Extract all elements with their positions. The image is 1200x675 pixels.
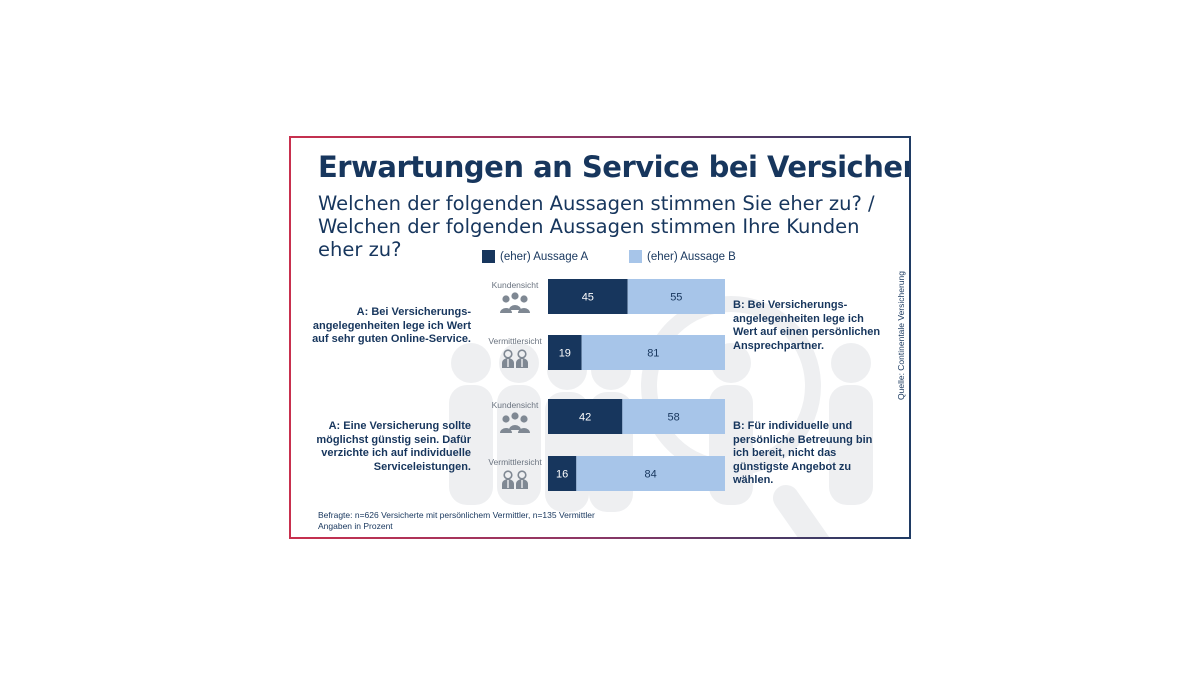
bars-layer: Kundensicht 45 55 Vermittlersicht 19 81 Kunden… (488, 279, 725, 491)
footnote-sample: Befragte: n=626 Versicherte mit persönli… (318, 510, 595, 520)
bar-segment-b (622, 399, 725, 434)
data-label-b: 58 (668, 412, 680, 424)
legend-swatch-a (482, 250, 495, 263)
bar-row: Vermittlersicht 19 81 (488, 335, 725, 370)
legend-swatch-b (629, 250, 642, 263)
bar-segment-a (548, 399, 623, 434)
row-label: Vermittlersicht (488, 457, 542, 467)
statement-1-b: B: Bei Versicherungs-angelegenheiten leg… (733, 299, 881, 352)
group-icon-body (518, 428, 530, 433)
row-label: Kundensicht (492, 400, 539, 410)
statement-2-a: A: Eine Versicherung sollte möglichst gü… (316, 420, 471, 473)
bg-person-body (449, 385, 493, 505)
bar-segment-a (548, 335, 582, 370)
bar-segment-b (627, 279, 725, 314)
bg-person-body (497, 385, 541, 505)
legend-label-b: (eher) Aussage B (647, 250, 736, 263)
row-label: Kundensicht (492, 280, 539, 290)
bar-segment-a (548, 456, 577, 491)
group-icon (500, 292, 530, 313)
group-icon-head (520, 295, 528, 303)
data-label-b: 55 (670, 292, 682, 304)
agents-icon-head (503, 470, 513, 480)
statement-2-b: B: Für individuelle und persönliche Betr… (733, 420, 873, 486)
agents-icon (502, 349, 528, 368)
group-icon-head (511, 292, 519, 300)
bg-magnifier-handle (773, 485, 830, 537)
chart-subtitle: Welchen der folgenden Aussagen stimmen S… (318, 192, 875, 261)
chart-card: Erwartungen an Service bei Versicherunge… (289, 136, 911, 539)
data-label-b: 81 (647, 348, 659, 360)
group-icon-body (518, 308, 530, 313)
group-icon-head (511, 412, 519, 420)
bar-segment-b (576, 456, 725, 491)
statement-1-a: A: Bei Versicherungs-angelegenheiten leg… (312, 306, 471, 345)
agents-icon (502, 470, 528, 489)
group-icon (500, 412, 530, 433)
agents-icon-head (517, 470, 527, 480)
bar-row: Kundensicht 42 58 (492, 399, 725, 434)
data-label-a: 19 (559, 348, 571, 360)
group-icon-body (509, 305, 521, 310)
legend-item-a: (eher) Aussage A (482, 250, 588, 263)
chart-plot: Kundensicht 45 55 Vermittlersicht 19 81 Kunden… (449, 279, 873, 537)
footnote: Befragte: n=626 Versicherte mit persönli… (318, 510, 595, 532)
data-label-b: 84 (645, 469, 657, 481)
data-label-a: 16 (556, 469, 568, 481)
bar-segment-b (581, 335, 725, 370)
bg-person-body (829, 385, 873, 505)
legend-label-a: (eher) Aussage A (500, 250, 589, 263)
group-icon-body (500, 308, 512, 313)
bar-segment-a (548, 279, 628, 314)
chart-title: Erwartungen an Service bei Versicherunge… (318, 150, 909, 184)
legend-item-b: (eher) Aussage B (629, 250, 736, 263)
group-icon-body (500, 428, 512, 433)
data-label-a: 45 (582, 292, 594, 304)
footnote-unit: Angaben in Prozent (318, 521, 393, 531)
group-icon-head (502, 415, 510, 423)
bar-row: Kundensicht 45 55 (492, 279, 725, 314)
bg-person-head (831, 343, 871, 383)
source-note: Quelle: Continentale Versicherung (896, 271, 906, 400)
data-label-a: 42 (579, 412, 591, 424)
row-label: Vermittlersicht (488, 336, 542, 346)
agents-icon-head (517, 349, 527, 359)
group-icon-head (502, 295, 510, 303)
group-icon-body (509, 425, 521, 430)
bg-magnifier-ring (641, 296, 821, 476)
bar-row: Vermittlersicht 16 84 (488, 456, 725, 491)
group-icon-head (520, 415, 528, 423)
bg-person-head (451, 343, 491, 383)
agents-icon-head (503, 349, 513, 359)
